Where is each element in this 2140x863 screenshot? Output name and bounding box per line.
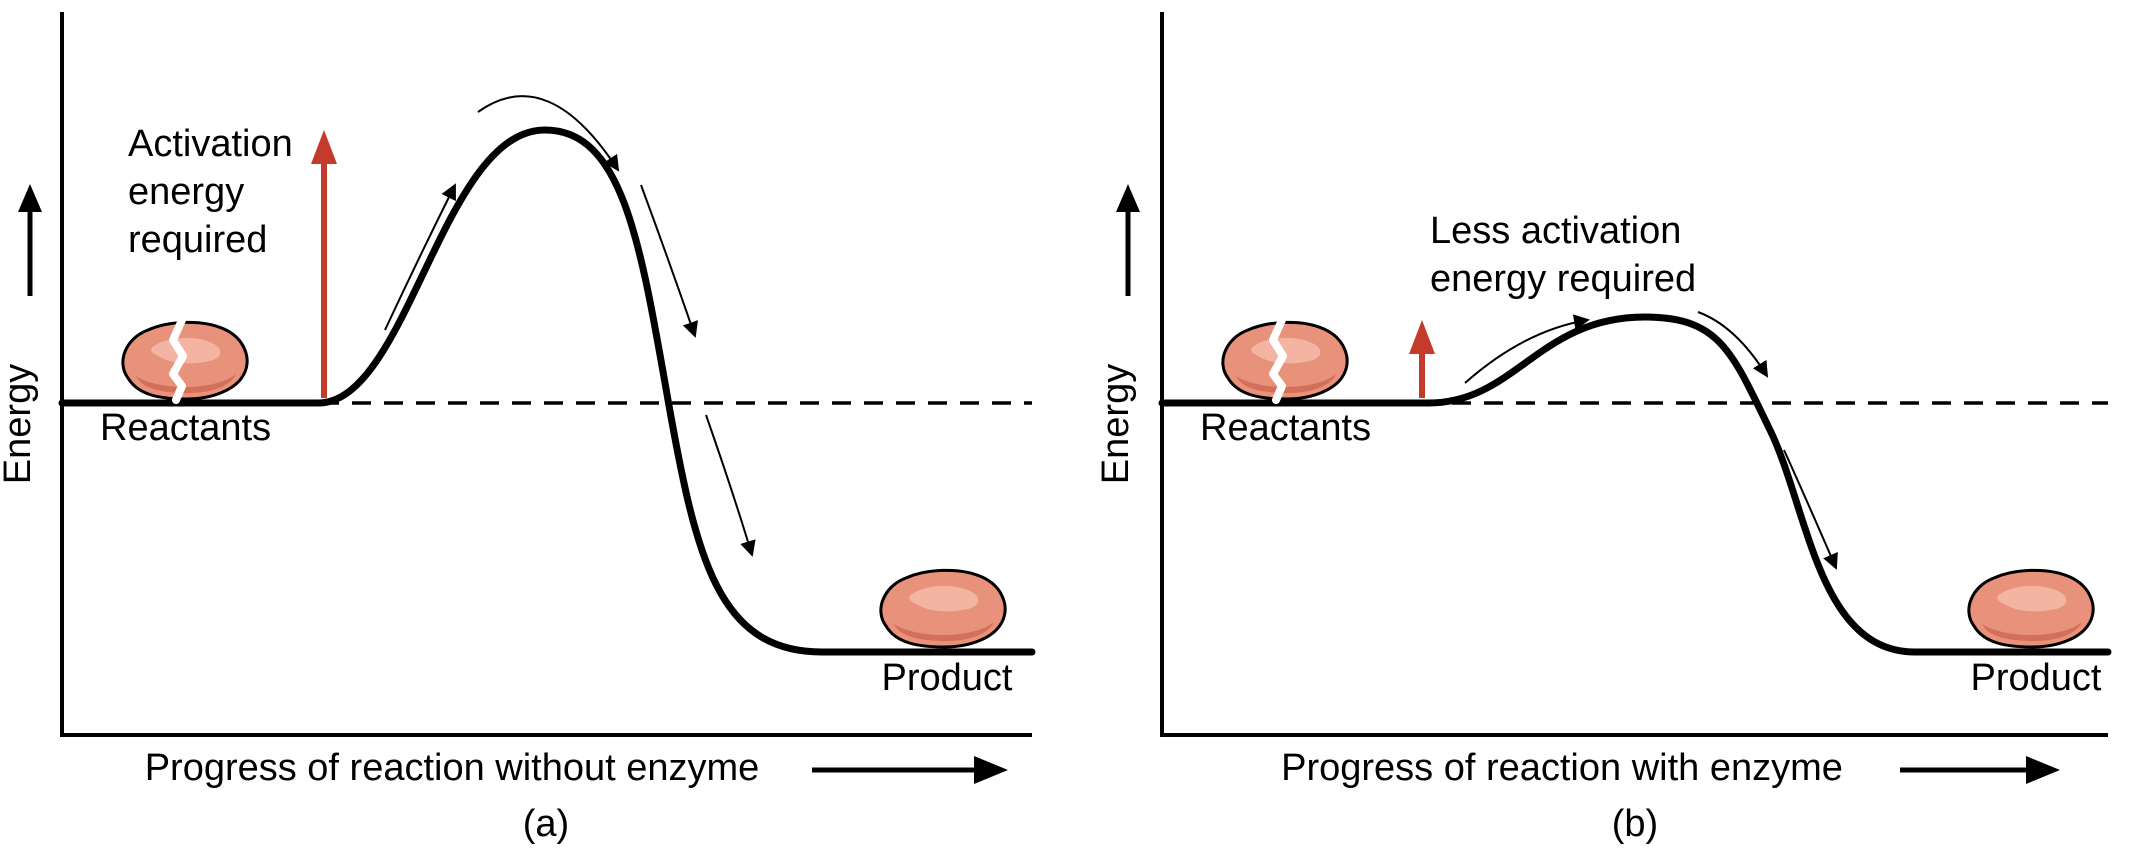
reaction-flow-arrow-ascent-b — [1464, 314, 1590, 384]
reactants-rock-cracked-b — [1223, 320, 1347, 400]
reaction-flow-arrow-descent-lower-b — [1783, 449, 1838, 570]
reaction-energy-curve-b — [1158, 313, 2112, 656]
reaction-flow-arrow-descent-lower-a — [705, 414, 756, 557]
reaction-energy-curve-a — [58, 126, 1036, 656]
panel-caption-a: (a) — [523, 803, 569, 845]
y-axis-label-a: Energy — [0, 364, 39, 484]
reaction-flow-arrow-descent-upper-b — [1697, 311, 1769, 378]
x-axis-label-a: Progress of reaction without enzyme — [145, 747, 760, 789]
panel-caption-b: (b) — [1612, 803, 1658, 845]
x-axis-arrowhead-a — [974, 756, 1008, 784]
reaction-flow-arrow-overtop-a — [477, 95, 620, 172]
y-axis-label-b: Energy — [1095, 364, 1137, 484]
energy-diagram-panel-a: Energy Activation energy required Reacta… — [0, 12, 1036, 845]
activation-annotation-line-1: Activation — [128, 123, 293, 165]
activation-energy-arrowhead-b — [1409, 320, 1435, 354]
reactants-rock-cracked-a — [123, 320, 247, 400]
product-rock-b — [1967, 568, 2095, 649]
product-label-b: Product — [1971, 657, 2102, 699]
x-axis-label-b: Progress of reaction with enzyme — [1281, 747, 1843, 789]
energy-axis-arrowhead-a — [18, 184, 42, 212]
activation-annotation-line-3: required — [128, 219, 267, 261]
axes-b — [1160, 12, 2108, 737]
product-label-a: Product — [882, 657, 1013, 699]
activation-energy-arrowhead-a — [311, 130, 337, 164]
reactants-label-a: Reactants — [100, 407, 271, 449]
x-axis-arrowhead-b — [2026, 756, 2060, 784]
less-activation-annotation-line-1: Less activation — [1430, 210, 1681, 252]
less-activation-annotation-line-2: energy required — [1430, 258, 1696, 300]
reactants-label-b: Reactants — [1200, 407, 1371, 449]
reaction-flow-arrow-descent-upper-a — [640, 184, 698, 338]
reaction-flow-arrow-ascent-a — [384, 183, 456, 331]
energy-diagram-panel-b: Energy Less activation energy required R… — [1095, 12, 2112, 845]
energy-axis-arrowhead-b — [1116, 184, 1140, 212]
activation-annotation-line-2: energy — [128, 171, 244, 213]
axes-a — [60, 12, 1032, 737]
product-rock-a — [879, 568, 1007, 649]
